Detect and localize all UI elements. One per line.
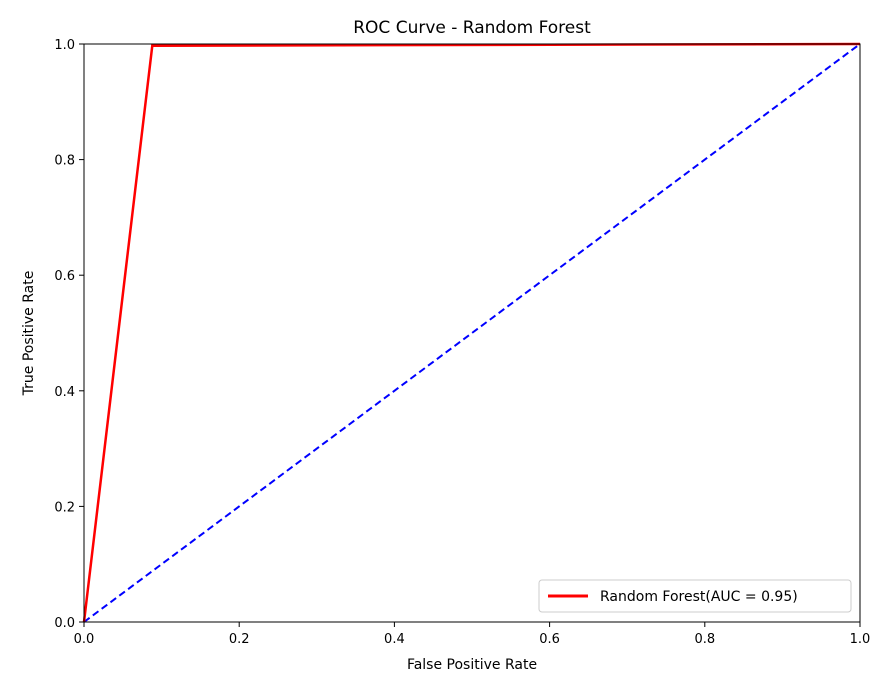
legend-box <box>538 579 852 613</box>
y-tick-label: 0.2 <box>54 500 75 515</box>
y-tick-label: 0.0 <box>54 616 75 631</box>
y-tick-label: 0.4 <box>54 385 75 400</box>
legend: Random Forest(AUC = 0.95) <box>538 579 852 613</box>
x-tick-label: 0.2 <box>229 632 250 647</box>
x-tick-label: 0.0 <box>74 632 95 647</box>
x-tick-label: 1.0 <box>850 632 871 647</box>
y-tick-label: 0.6 <box>54 269 75 284</box>
series-line-random-forest <box>82 42 861 623</box>
plot-frame <box>83 43 861 623</box>
y-axis-label: True Positive Rate <box>21 271 37 397</box>
x-axis-ticks: 0.0 0.2 0.4 0.6 0.8 1.0 <box>74 622 871 647</box>
x-axis-label: False Positive Rate <box>407 657 537 673</box>
x-tick-label: 0.8 <box>694 632 715 647</box>
y-tick-label: 1.0 <box>54 38 75 53</box>
x-tick-label: 0.4 <box>384 632 405 647</box>
legend-label-random-forest: Random Forest(AUC = 0.95) <box>600 589 798 605</box>
series-line-diagonal <box>83 43 861 623</box>
plot-lines <box>82 42 861 623</box>
y-tick-label: 0.8 <box>54 154 75 169</box>
chart-title: ROC Curve - Random Forest <box>353 18 591 38</box>
x-tick-label: 0.6 <box>539 632 560 647</box>
y-axis-ticks: 0.0 0.2 0.4 0.6 0.8 1.0 <box>54 38 84 631</box>
